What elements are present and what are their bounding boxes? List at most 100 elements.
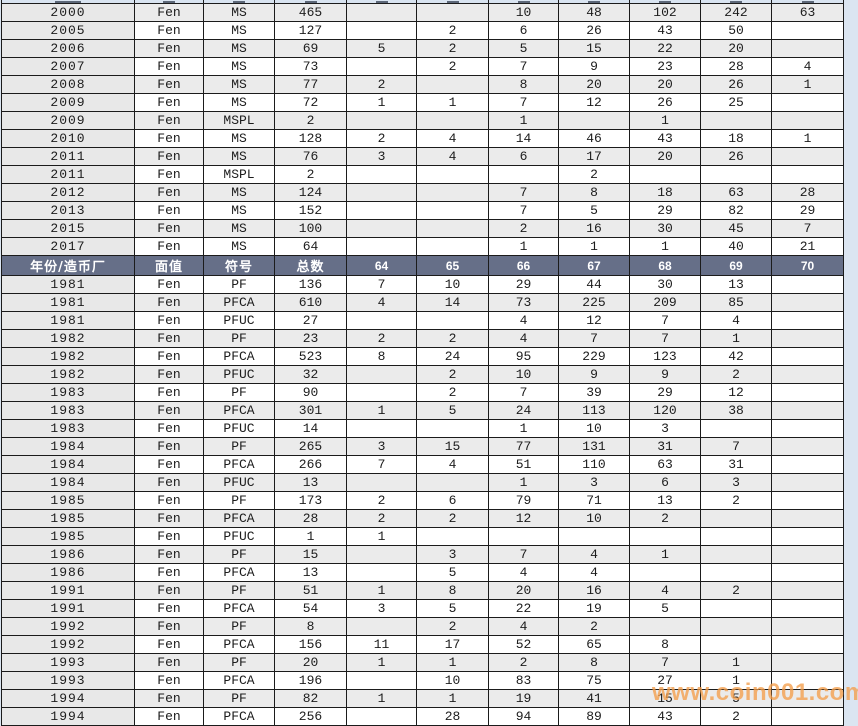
year-mint-link[interactable]: 2007 — [1, 57, 135, 76]
grade-69-cell: 26 — [700, 75, 772, 94]
year-mint-link[interactable]: 1985 — [1, 527, 135, 546]
grade-67-cell: 4 — [558, 545, 630, 564]
year-mint-link[interactable]: 1981 — [1, 275, 135, 294]
grade-66-cell: 51 — [488, 455, 559, 474]
year-mint-link[interactable]: 1982 — [1, 347, 135, 366]
table-row: 1984 Fen PF 265 3 15 77 131 31 7 — [1, 437, 844, 456]
year-mint-link[interactable]: 1981 — [1, 293, 135, 312]
year-mint-link[interactable]: 1981 — [1, 311, 135, 330]
grade-67-cell: 65 — [558, 635, 630, 654]
grade-64-cell: 1 — [346, 401, 417, 420]
grade-65-cell — [416, 201, 489, 220]
grade-70-cell: 1 — [771, 129, 844, 148]
year-mint-link[interactable]: 1992 — [1, 635, 135, 654]
year-mint-link[interactable]: 2017 — [1, 237, 135, 256]
year-mint-link[interactable]: 2013 — [1, 201, 135, 220]
grade-69-cell: 63 — [700, 183, 772, 202]
year-mint-link[interactable]: 1992 — [1, 617, 135, 636]
grade-69-cell: 2 — [700, 581, 772, 600]
denomination-cell: Fen — [134, 311, 204, 330]
year-mint-link[interactable]: 2011 — [1, 165, 135, 184]
grade-67-cell: 48 — [558, 3, 630, 22]
year-mint-link[interactable]: 1985 — [1, 491, 135, 510]
grade-70-cell: 29 — [771, 201, 844, 220]
year-mint-link[interactable]: 2005 — [1, 21, 135, 40]
grade-68-cell: 6 — [629, 473, 701, 492]
symbol-cell: PF — [203, 491, 275, 510]
grade-68-cell: 3 — [629, 419, 701, 438]
year-mint-link[interactable]: 1991 — [1, 581, 135, 600]
table-row: 1985 Fen PFCA 28 2 2 12 10 2 — [1, 509, 844, 528]
grade-64-cell: 7 — [346, 275, 417, 294]
grade-67-cell: 10 — [558, 509, 630, 528]
symbol-cell: MSPL — [203, 111, 275, 130]
col-header-total: 总数 — [274, 255, 347, 276]
table-row: 2012 Fen MS 124 7 8 18 63 28 — [1, 183, 844, 202]
year-mint-link[interactable]: 1994 — [1, 707, 135, 726]
grade-64-cell: 4 — [346, 293, 417, 312]
denomination-cell: Fen — [134, 401, 204, 420]
year-mint-link[interactable]: 1982 — [1, 329, 135, 348]
total-cell: 173 — [274, 491, 347, 510]
grade-67-cell: 2 — [558, 617, 630, 636]
denomination-cell: Fen — [134, 437, 204, 456]
year-mint-link[interactable]: 1984 — [1, 455, 135, 474]
year-mint-link[interactable]: 2000 — [1, 3, 135, 22]
symbol-cell: MS — [203, 39, 275, 58]
total-cell: 128 — [274, 129, 347, 148]
grade-66-cell: 73 — [488, 293, 559, 312]
grade-66-cell: 52 — [488, 635, 559, 654]
grade-68-cell: 30 — [629, 219, 701, 238]
grade-69-cell: 1 — [700, 671, 772, 690]
grade-70-cell — [771, 563, 844, 582]
grade-69-cell: 2 — [700, 707, 772, 726]
denomination-cell: Fen — [134, 275, 204, 294]
year-mint-link[interactable]: 1985 — [1, 509, 135, 528]
symbol-cell: MS — [203, 129, 275, 148]
grade-70-cell — [771, 671, 844, 690]
year-mint-link[interactable]: 2008 — [1, 75, 135, 94]
grade-64-cell — [346, 237, 417, 256]
grade-64-cell: 3 — [346, 147, 417, 166]
year-mint-link[interactable]: 1983 — [1, 383, 135, 402]
table-row: 1985 Fen PF 173 2 6 79 71 13 2 — [1, 491, 844, 510]
grade-67-cell: 89 — [558, 707, 630, 726]
year-mint-link[interactable]: 2012 — [1, 183, 135, 202]
year-mint-link[interactable]: 2009 — [1, 93, 135, 112]
table-row: 1993 Fen PF 20 1 1 2 8 7 1 — [1, 653, 844, 672]
year-mint-link[interactable]: 2015 — [1, 219, 135, 238]
year-mint-link[interactable]: 1986 — [1, 563, 135, 582]
grade-67-cell: 4 — [558, 563, 630, 582]
grade-67-cell: 9 — [558, 57, 630, 76]
total-cell: 73 — [274, 57, 347, 76]
year-mint-link[interactable]: 2010 — [1, 129, 135, 148]
table-row: 1991 Fen PF 51 1 8 20 16 4 2 — [1, 581, 844, 600]
year-mint-link[interactable]: 2006 — [1, 39, 135, 58]
text-remnant — [730, 1, 742, 3]
year-mint-link[interactable]: 2011 — [1, 147, 135, 166]
grade-69-cell: 1 — [700, 653, 772, 672]
year-mint-link[interactable]: 1993 — [1, 671, 135, 690]
grade-68-cell — [629, 617, 701, 636]
grade-65-cell: 2 — [416, 509, 489, 528]
grade-70-cell — [771, 635, 844, 654]
col-header-year-mint: 年份/造币厂 — [1, 255, 135, 276]
year-mint-link[interactable]: 1984 — [1, 473, 135, 492]
text-remnant — [801, 1, 814, 3]
year-mint-link[interactable]: 1986 — [1, 545, 135, 564]
year-mint-link[interactable]: 1984 — [1, 437, 135, 456]
symbol-cell: MS — [203, 237, 275, 256]
table-row: 2017 Fen MS 64 1 1 1 40 21 — [1, 237, 844, 256]
year-mint-link[interactable]: 1982 — [1, 365, 135, 384]
grade-67-cell: 8 — [558, 183, 630, 202]
year-mint-link[interactable]: 1993 — [1, 653, 135, 672]
year-mint-link[interactable]: 1991 — [1, 599, 135, 618]
grade-69-cell — [700, 165, 772, 184]
year-mint-link[interactable]: 1983 — [1, 401, 135, 420]
grade-68-cell: 7 — [629, 311, 701, 330]
year-mint-link[interactable]: 2009 — [1, 111, 135, 130]
grade-64-cell: 2 — [346, 491, 417, 510]
grade-64-cell — [346, 365, 417, 384]
year-mint-link[interactable]: 1983 — [1, 419, 135, 438]
year-mint-link[interactable]: 1994 — [1, 689, 135, 708]
